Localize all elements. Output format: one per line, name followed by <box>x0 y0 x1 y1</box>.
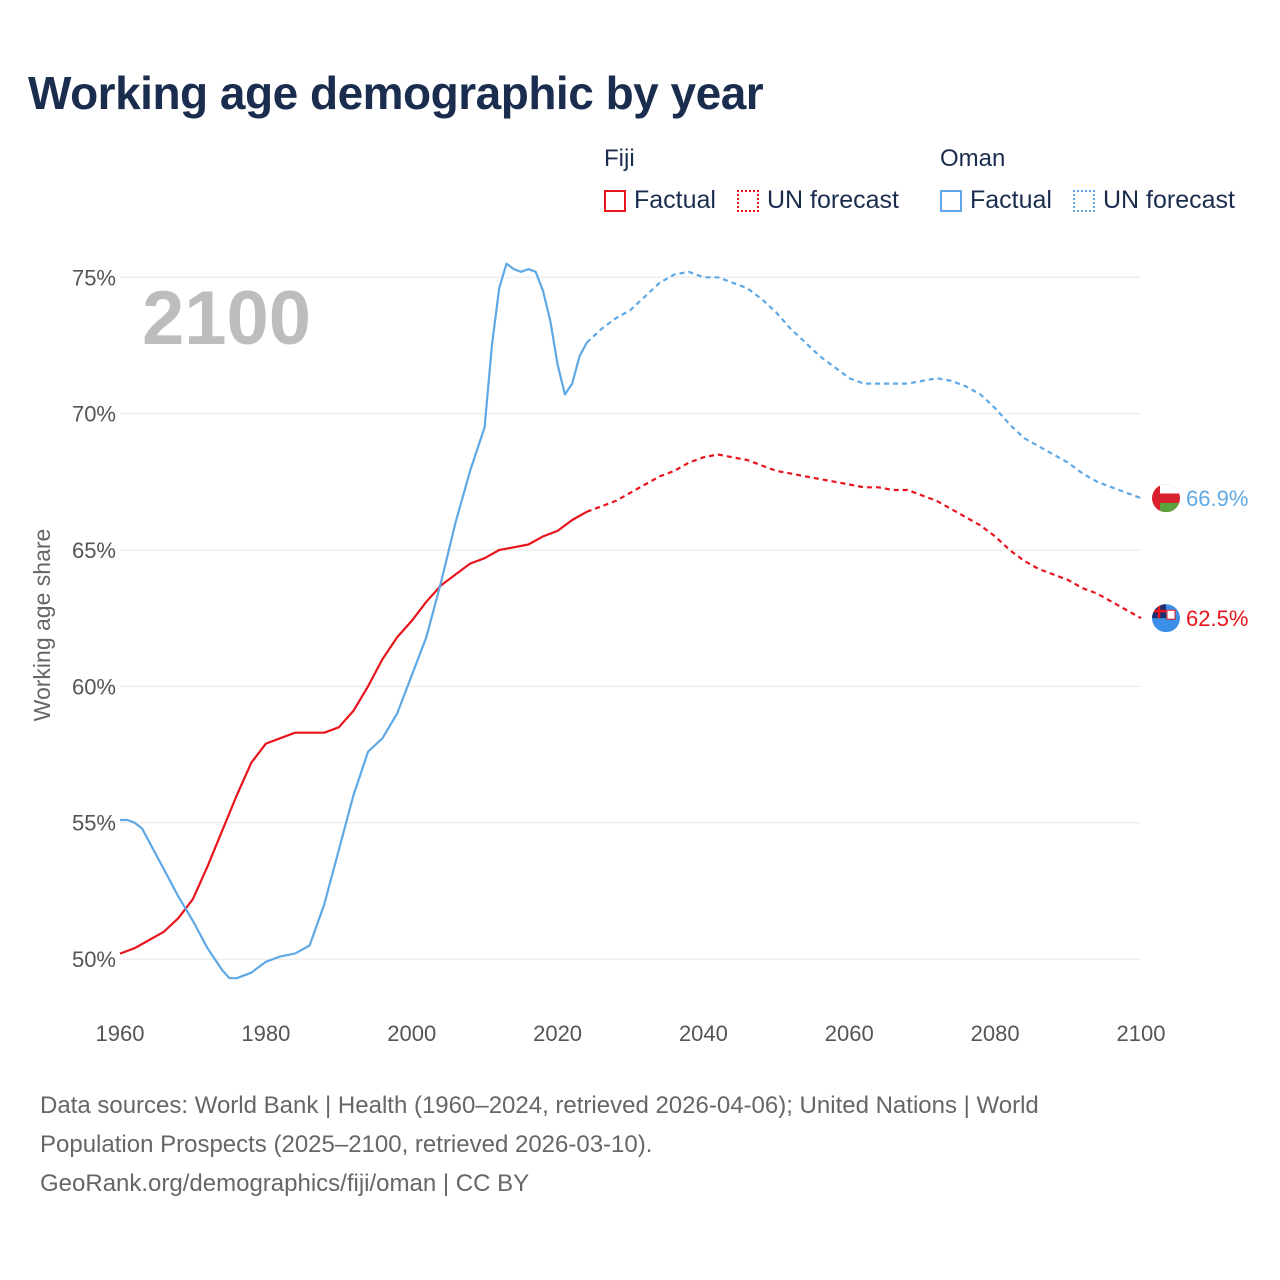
y-tick-label: 65% <box>72 538 116 563</box>
y-axis-title: Working age share <box>29 529 55 722</box>
footer-sources-line2: Population Prospects (2025–2100, retriev… <box>40 1131 653 1158</box>
legend-label: UN forecast <box>1103 186 1235 214</box>
legend-oman-factual[interactable]: Factual <box>940 186 1052 215</box>
legend-group-fiji: Fiji <box>604 145 635 172</box>
legend-swatch-fiji-forecast <box>737 189 759 212</box>
y-tick-label: 60% <box>72 674 116 699</box>
series-fiji-factual <box>119 510 588 955</box>
y-tick-label: 70% <box>72 402 116 427</box>
x-tick-label: 2040 <box>679 1021 728 1046</box>
y-tick-label: 50% <box>72 947 116 972</box>
y-tick-label: 75% <box>72 265 116 290</box>
chart-title: Working age demographic by year <box>28 67 764 119</box>
x-tick-label: 2020 <box>533 1021 582 1046</box>
flag-oman-icon <box>1152 484 1180 513</box>
flag-fiji-icon <box>1152 604 1180 633</box>
series-fiji-forecast <box>586 453 1142 620</box>
year-watermark: 2100 <box>142 276 311 361</box>
legend-fiji-factual[interactable]: Factual <box>604 186 716 215</box>
end-label-fiji: 62.5% <box>1186 606 1248 631</box>
footer-attribution[interactable]: GeoRank.org/demographics/fiji/oman | CC … <box>40 1170 530 1197</box>
x-tick-label: 2080 <box>971 1021 1020 1046</box>
x-tick-label: 1960 <box>96 1021 145 1046</box>
legend-label: Factual <box>634 186 716 214</box>
series-oman-forecast <box>585 270 1142 500</box>
legend-swatch-oman-forecast <box>1073 189 1095 212</box>
legend-group-oman: Oman <box>940 145 1006 172</box>
y-tick-label: 55% <box>72 811 116 836</box>
x-tick-label: 2100 <box>1117 1021 1166 1046</box>
end-label-oman: 66.9% <box>1186 486 1248 511</box>
legend-swatch-fiji-factual <box>604 189 626 212</box>
legend-label: Factual <box>970 186 1052 214</box>
legend-swatch-oman-factual <box>940 189 962 212</box>
legend-label: UN forecast <box>767 186 899 214</box>
footer-sources-line1: Data sources: World Bank | Health (1960–… <box>40 1092 1039 1119</box>
legend-oman-forecast[interactable]: UN forecast <box>1073 186 1235 215</box>
legend-fiji-forecast[interactable]: UN forecast <box>737 186 899 215</box>
x-tick-label: 1980 <box>241 1021 290 1046</box>
x-tick-label: 2000 <box>387 1021 436 1046</box>
x-tick-label: 2060 <box>825 1021 874 1046</box>
series-oman-factual <box>120 262 588 980</box>
footer: Data sources: World Bank | Health (1960–… <box>40 1086 1220 1203</box>
